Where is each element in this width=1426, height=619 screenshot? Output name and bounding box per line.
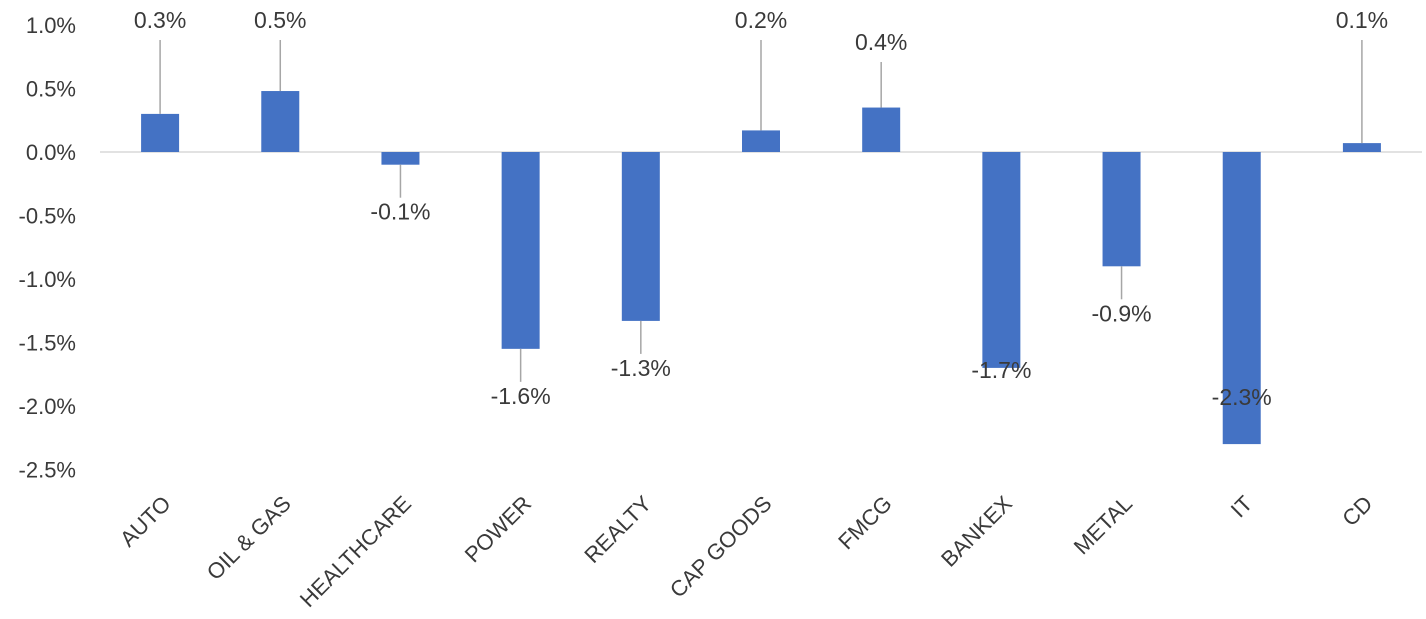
x-tick-label: OIL & GAS [202,491,296,585]
x-tick-label: BANKEX [936,491,1017,572]
x-tick-label: HEALTHCARE [295,491,416,612]
bar [1222,152,1261,445]
y-tick-label: -2.0% [19,394,76,419]
bar [742,130,780,152]
data-labels: 0.3% 0.5% -0.1% -1.6% -1.3% 0.2% 0.4% -1.7% -0.9… [134,7,1388,410]
leader-lines [159,40,1363,382]
y-tick-label: 0.0% [26,140,76,165]
x-tick-label: POWER [460,491,536,567]
bar [621,152,660,321]
bar [141,113,180,152]
data-label: -0.1% [370,199,430,225]
bar [381,152,420,165]
bar [1102,152,1141,267]
x-tick-label: CD [1337,491,1377,531]
x-tick-label: IT [1226,491,1258,523]
data-label: -1.7% [971,357,1031,383]
y-tick-label: 0.5% [26,77,76,102]
y-tick-label: -1.0% [19,267,76,292]
data-label: 0.1% [1336,7,1388,33]
y-tick-label: -1.5% [19,331,76,356]
bar [862,107,901,152]
bar-series [141,91,1381,445]
y-axis: 1.0% 0.5% 0.0% -0.5% -1.0% -1.5% -2.0% -2.5% [19,13,76,483]
x-tick-label: AUTO [115,491,176,552]
y-tick-label: -0.5% [19,204,76,229]
bar [1342,143,1381,152]
data-label: 0.5% [254,7,306,33]
data-label: -0.9% [1091,300,1151,326]
data-label: -1.3% [611,355,671,381]
x-axis: AUTO OIL & GAS HEALTHCARE POWER REALTY CAP GO… [115,491,1377,612]
bar [261,91,300,152]
y-tick-label: -2.5% [19,458,76,483]
x-tick-label: REALTY [579,491,656,568]
data-label: -1.6% [491,383,551,409]
x-tick-label: METAL [1069,491,1137,559]
bar [501,152,540,349]
data-label: 0.2% [735,7,787,33]
data-label: 0.3% [134,7,186,33]
x-tick-label: FMCG [833,491,896,554]
data-label: 0.4% [855,29,907,55]
bar [982,152,1021,368]
x-tick-label: CAP GOODS [665,491,777,603]
y-tick-label: 1.0% [26,13,76,38]
data-label: -2.3% [1212,384,1272,410]
